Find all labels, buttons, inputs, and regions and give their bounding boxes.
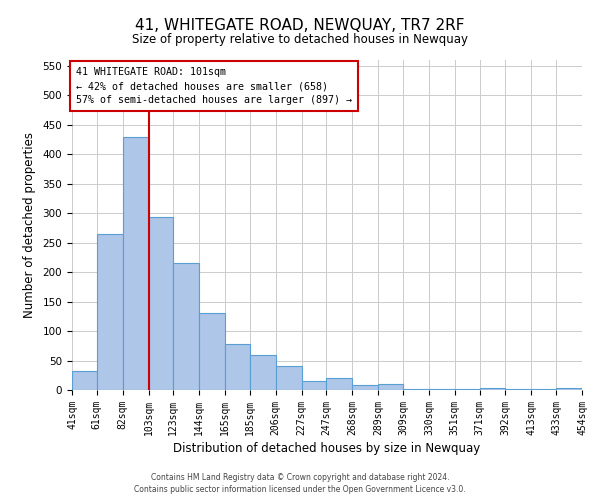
Bar	[97, 234, 122, 390]
Bar	[352, 386, 378, 390]
Bar	[378, 384, 403, 390]
Bar	[199, 314, 225, 390]
Bar	[72, 371, 97, 390]
Text: Size of property relative to detached houses in Newquay: Size of property relative to detached ho…	[132, 32, 468, 46]
Bar	[302, 381, 326, 390]
Bar	[250, 355, 276, 390]
Text: 41, WHITEGATE ROAD, NEWQUAY, TR7 2RF: 41, WHITEGATE ROAD, NEWQUAY, TR7 2RF	[135, 18, 465, 32]
Bar	[479, 388, 505, 390]
X-axis label: Distribution of detached houses by size in Newquay: Distribution of detached houses by size …	[173, 442, 481, 455]
Bar	[149, 218, 173, 390]
Bar	[225, 344, 250, 390]
Bar	[276, 366, 302, 390]
Bar	[173, 264, 199, 390]
Text: 41 WHITEGATE ROAD: 101sqm
← 42% of detached houses are smaller (658)
57% of semi: 41 WHITEGATE ROAD: 101sqm ← 42% of detac…	[76, 67, 352, 105]
Bar	[326, 378, 352, 390]
Bar	[122, 136, 149, 390]
Text: Contains HM Land Registry data © Crown copyright and database right 2024.
Contai: Contains HM Land Registry data © Crown c…	[134, 472, 466, 494]
Y-axis label: Number of detached properties: Number of detached properties	[23, 132, 35, 318]
Bar	[556, 388, 582, 390]
